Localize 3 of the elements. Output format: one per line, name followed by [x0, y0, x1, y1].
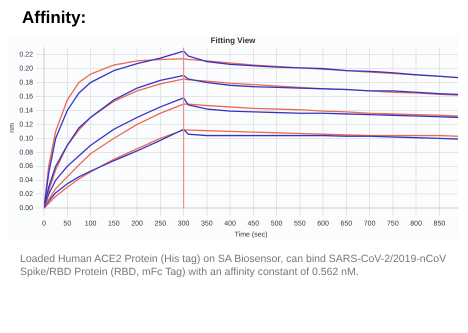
chart-subtitle: Fitting View	[210, 36, 256, 46]
text: Loaded Human ACE2 Protein (His tag) on SA Biosensor, can bind SARS-CoV-2/2019-nCoV Spike/RBD Protein (RBD, mFc Tag) with an affinity constant of 0.562 nM.	[20, 253, 448, 279]
chart-title: Affinity:	[22, 8, 88, 28]
